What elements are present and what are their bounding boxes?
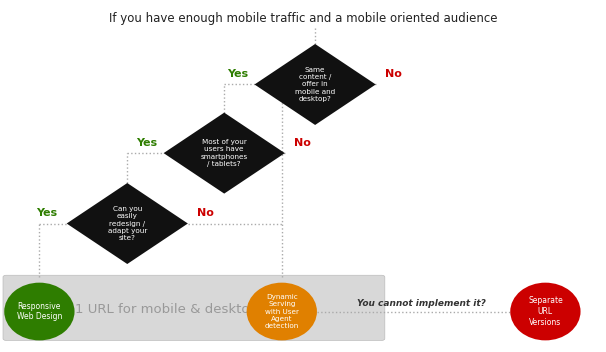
Ellipse shape (4, 283, 75, 340)
Text: Yes: Yes (36, 208, 58, 218)
Ellipse shape (247, 283, 317, 340)
Text: Responsive
Web Design: Responsive Web Design (17, 302, 62, 321)
FancyBboxPatch shape (3, 275, 385, 340)
Text: Yes: Yes (136, 138, 158, 148)
Text: No: No (385, 69, 402, 79)
Text: Can you
easily
redesign /
adapt your
site?: Can you easily redesign / adapt your sit… (108, 206, 147, 241)
Text: 1 URL for mobile & desktop: 1 URL for mobile & desktop (75, 303, 258, 315)
Text: Separate
URL
Versions: Separate URL Versions (528, 296, 563, 327)
Text: Yes: Yes (227, 69, 248, 79)
Text: If you have enough mobile traffic and a mobile oriented audience: If you have enough mobile traffic and a … (108, 12, 498, 25)
Text: No: No (197, 208, 214, 218)
Text: Dynamic
Serving
with User
Agent
detection: Dynamic Serving with User Agent detectio… (265, 294, 299, 329)
Text: No: No (294, 138, 311, 148)
Text: Same
content /
offer in
mobile and
desktop?: Same content / offer in mobile and deskt… (295, 67, 335, 102)
Ellipse shape (510, 283, 581, 340)
Text: Most of your
users have
smartphones
/ tablets?: Most of your users have smartphones / ta… (201, 139, 248, 167)
Text: You cannot implement it?: You cannot implement it? (357, 299, 485, 308)
Polygon shape (255, 44, 376, 125)
Polygon shape (164, 113, 285, 194)
Polygon shape (67, 183, 188, 264)
